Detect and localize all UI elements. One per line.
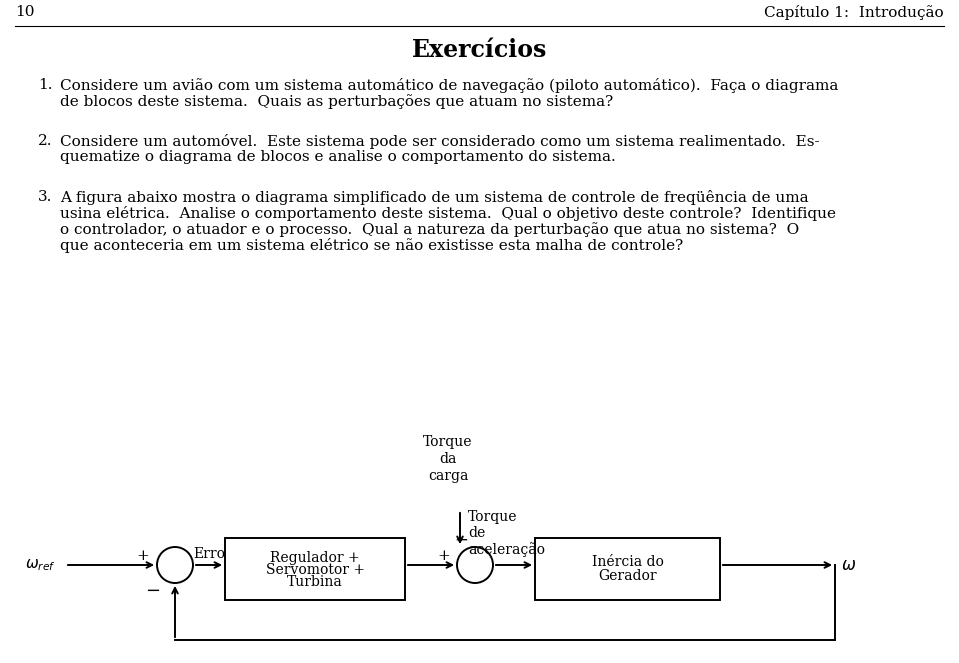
Text: −: − — [454, 532, 468, 548]
Text: usina elétrica.  Analise o comportamento deste sistema.  Qual o objetivo deste c: usina elétrica. Analise o comportamento … — [60, 206, 836, 221]
Text: da: da — [439, 452, 456, 466]
Text: Torque: Torque — [468, 510, 518, 524]
Text: Considere um automóvel.  Este sistema pode ser considerado como um sistema reali: Considere um automóvel. Este sistema pod… — [60, 134, 820, 149]
Bar — [535, 538, 720, 600]
Text: Torque: Torque — [423, 435, 473, 449]
Text: de blocos deste sistema.  Quais as perturbações que atuam no sistema?: de blocos deste sistema. Quais as pertur… — [60, 94, 613, 109]
Text: aceleração: aceleração — [468, 542, 545, 557]
Text: Regulador +: Regulador + — [270, 551, 360, 565]
Text: Servomotor +: Servomotor + — [266, 563, 364, 577]
Text: carga: carga — [428, 469, 468, 483]
Text: −: − — [146, 582, 160, 600]
Bar — [225, 538, 405, 600]
Text: 10: 10 — [15, 5, 35, 19]
Text: +: + — [136, 549, 150, 563]
Text: A figura abaixo mostra o diagrama simplificado de um sistema de controle de freq: A figura abaixo mostra o diagrama simpli… — [60, 190, 808, 205]
Text: que aconteceria em um sistema elétrico se não existisse esta malha de controle?: que aconteceria em um sistema elétrico s… — [60, 238, 683, 253]
Text: Inércia do: Inércia do — [592, 555, 664, 569]
Text: de: de — [468, 526, 485, 540]
Text: Gerador: Gerador — [598, 569, 657, 583]
Text: o controlador, o atuador e o processo.  Qual a natureza da perturbação que atua : o controlador, o atuador e o processo. Q… — [60, 222, 799, 237]
Text: 1.: 1. — [38, 78, 53, 92]
Text: Considere um avião com um sistema automático de navegação (piloto automático).  : Considere um avião com um sistema automá… — [60, 78, 838, 93]
Text: quematize o diagrama de blocos e analise o comportamento do sistema.: quematize o diagrama de blocos e analise… — [60, 150, 616, 164]
Text: Turbina: Turbina — [287, 575, 343, 589]
Text: Capítulo 1:  Introdução: Capítulo 1: Introdução — [764, 5, 944, 20]
Text: Exercícios: Exercícios — [411, 38, 548, 62]
Text: 3.: 3. — [38, 190, 53, 204]
Text: Erro: Erro — [193, 547, 225, 561]
Text: $\omega_{ref}$: $\omega_{ref}$ — [25, 557, 56, 573]
Text: $\omega$: $\omega$ — [841, 556, 856, 573]
Text: +: + — [437, 549, 451, 563]
Text: 2.: 2. — [38, 134, 53, 148]
